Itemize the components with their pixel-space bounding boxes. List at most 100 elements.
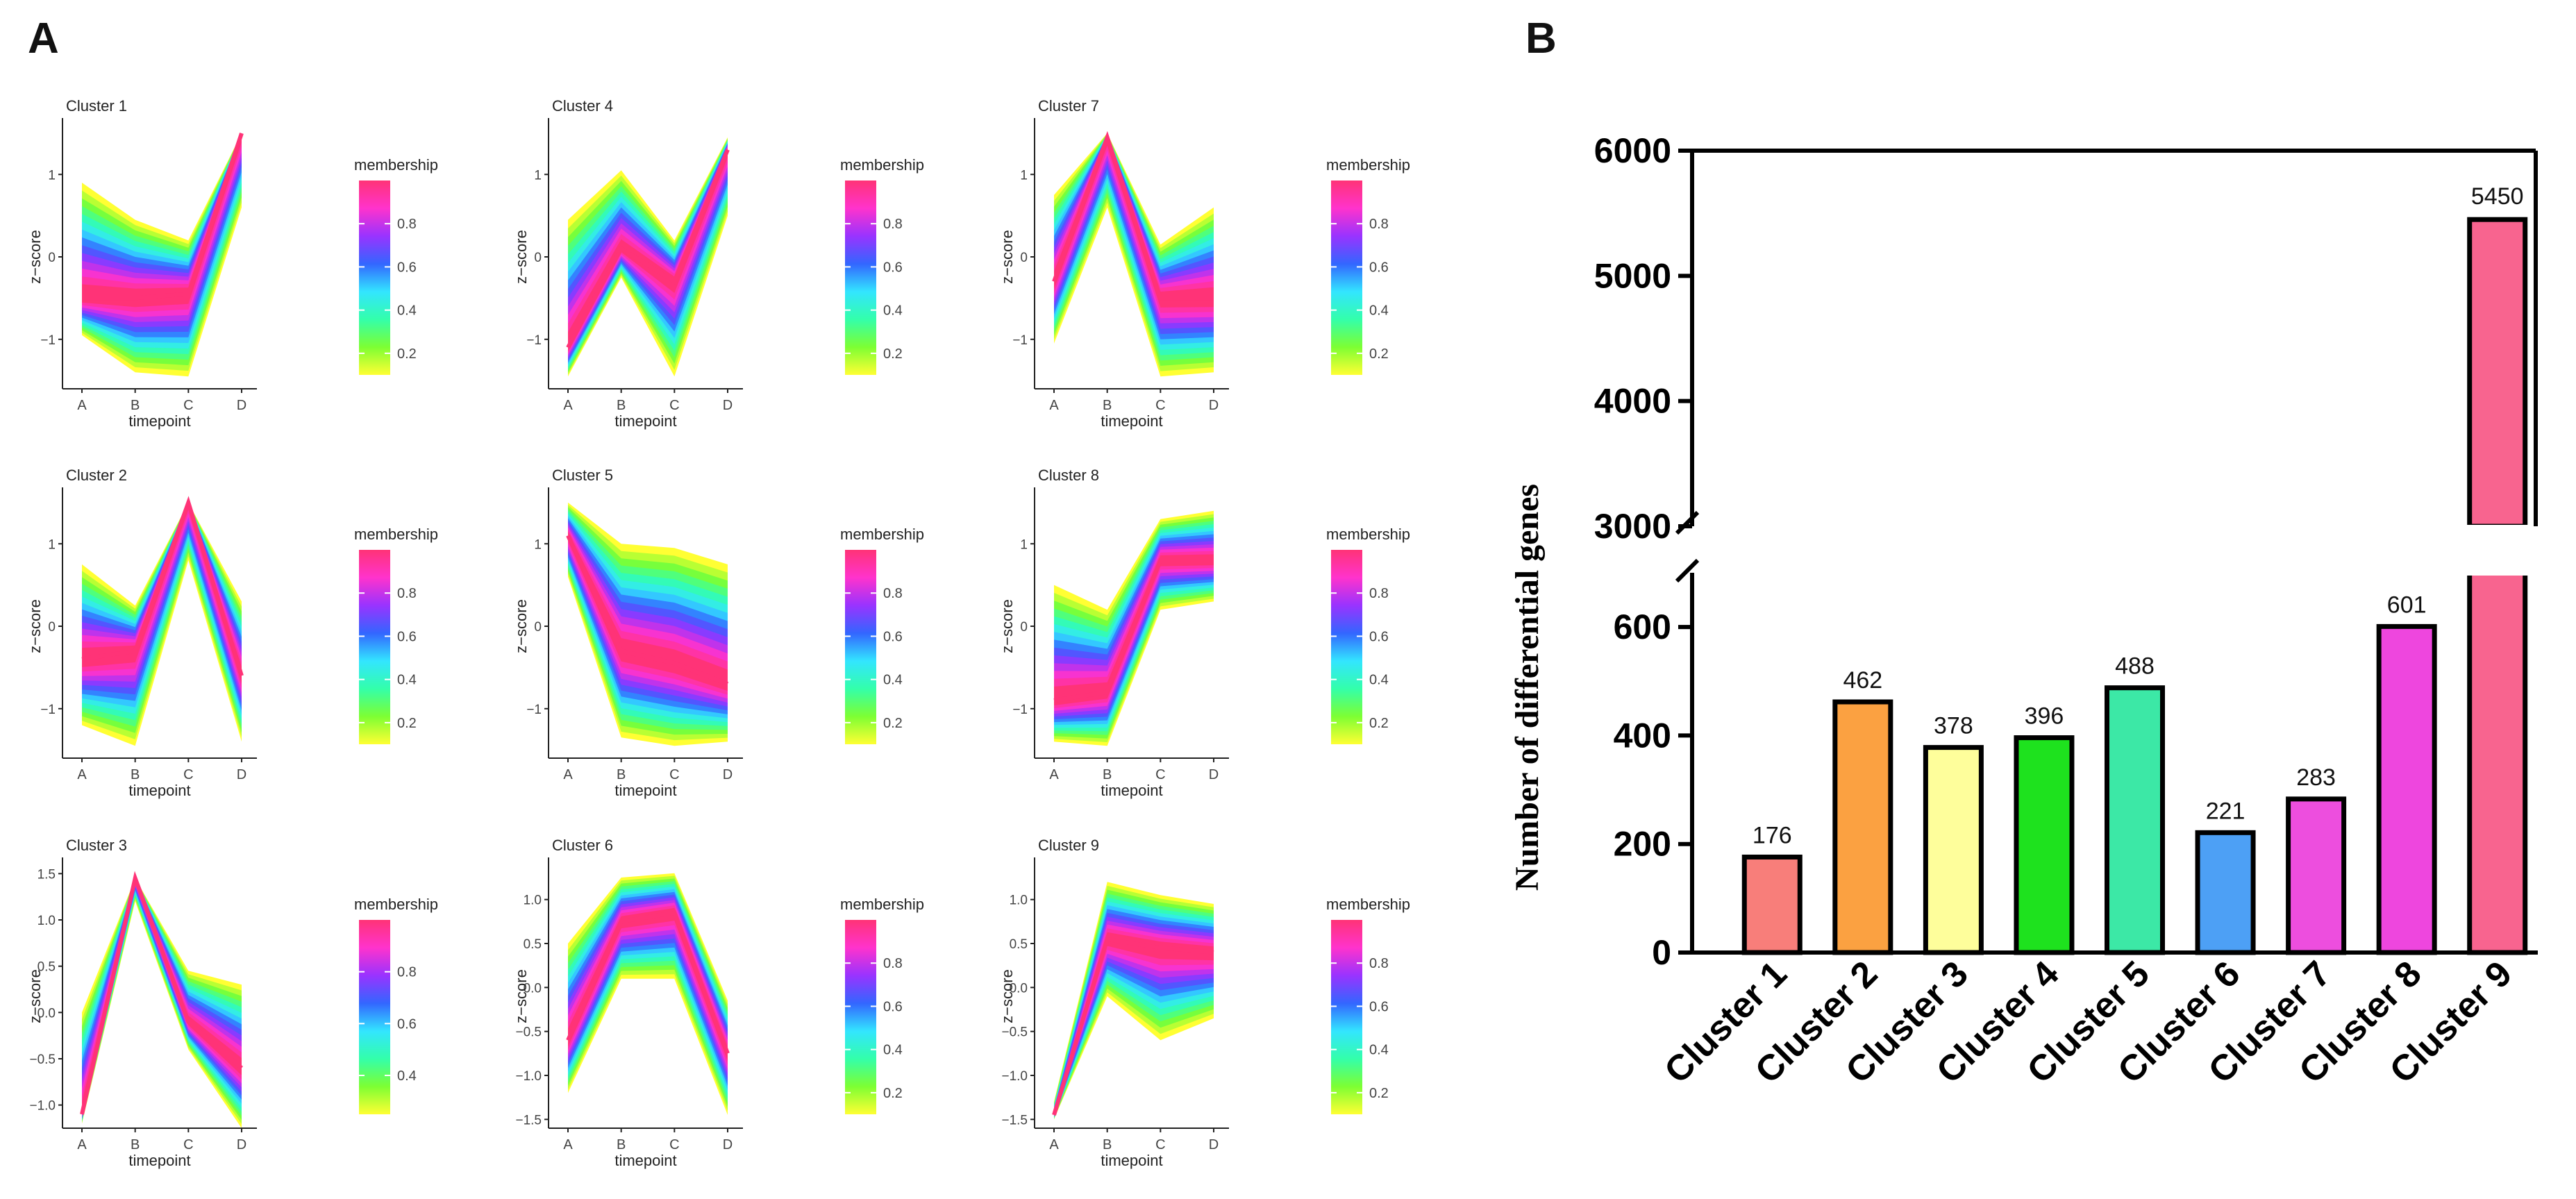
plot-title: Cluster 4 xyxy=(552,97,613,115)
y-tick-label: 1.0 xyxy=(1010,894,1028,908)
y-tick-label: 0 xyxy=(534,620,542,635)
x-tick-label: A xyxy=(563,767,573,782)
bar-value-label: 283 xyxy=(2296,764,2336,791)
y-tick-label: −0.5 xyxy=(515,1025,542,1040)
y-tick-label: −1 xyxy=(1012,703,1028,717)
y-tick-label: 1 xyxy=(534,168,542,183)
x-axis-title: timepoint xyxy=(614,782,676,799)
x-tick-label: A xyxy=(1049,767,1059,782)
y-tick-label: −1.0 xyxy=(29,1099,56,1114)
y-axis-title: z−score xyxy=(512,969,530,1023)
colorbar-tick-label: 0.6 xyxy=(397,1016,417,1032)
colorbar-tick-label: 0.2 xyxy=(883,1086,903,1101)
bar-value-label: 5450 xyxy=(2471,183,2524,210)
x-tick-label: C xyxy=(669,1137,679,1152)
plot-title: Cluster 9 xyxy=(1038,837,1099,854)
membership-band xyxy=(82,133,242,312)
x-tick-label: A xyxy=(563,398,573,413)
bar-break-gap xyxy=(2466,525,2528,576)
colorbar-tick-label: 0.4 xyxy=(883,303,903,319)
y-tick-label: 1 xyxy=(1020,537,1028,552)
colorbar-tick-label: 0.2 xyxy=(883,716,903,731)
cluster-center-line xyxy=(81,496,244,677)
plot-title: Cluster 1 xyxy=(66,97,127,115)
bar xyxy=(2195,830,2256,955)
colorbar-tick-label: 0.6 xyxy=(1369,999,1389,1014)
y-tick-label: 1.0 xyxy=(37,914,56,928)
y-axis-title: z−score xyxy=(26,599,44,653)
x-tick-label: C xyxy=(669,767,679,782)
plot-title: Cluster 6 xyxy=(552,837,613,854)
y-tick-label: 0.5 xyxy=(1010,937,1028,952)
bar xyxy=(2286,796,2347,955)
x-tick-label: B xyxy=(617,767,626,782)
x-tick-label: C xyxy=(1155,398,1165,413)
colorbar-tick-label: 0.8 xyxy=(1369,586,1389,601)
bar-value-label: 221 xyxy=(2206,798,2245,824)
colorbar-tick-label: 0.4 xyxy=(883,1043,903,1058)
x-tick-label: D xyxy=(723,398,733,413)
colorbar-tick-label: 0.6 xyxy=(397,260,417,275)
colorbar-tick-label: 0.4 xyxy=(1369,1043,1389,1058)
membership-band xyxy=(82,133,242,317)
x-tick-label: B xyxy=(131,398,140,413)
y-tick-label-lower: 0 xyxy=(1652,933,1671,972)
x-tick-label: A xyxy=(563,1137,573,1152)
y-tick-label-lower: 600 xyxy=(1614,607,1671,646)
y-tick-label: −1.0 xyxy=(515,1069,542,1084)
y-tick-label: 1.5 xyxy=(37,867,56,882)
colorbar-tick-label: 0.8 xyxy=(883,217,903,232)
y-tick-label: 1 xyxy=(534,537,542,552)
cluster-center-line xyxy=(80,871,243,1115)
colorbar-tick-label: 0.8 xyxy=(883,586,903,601)
membership-band xyxy=(82,133,242,322)
x-tick-label: A xyxy=(77,398,87,413)
plot-title: Cluster 3 xyxy=(66,837,127,854)
x-tick-label: C xyxy=(183,398,193,413)
panel-b-bar-chart: Number of differential genes 30004000500… xyxy=(1509,131,2538,1091)
colorbar-tick-label: 0.6 xyxy=(883,629,903,644)
colorbar-tick-label: 0.6 xyxy=(397,629,417,644)
colorbar-title: membership xyxy=(354,896,438,913)
axis-break-mark xyxy=(1675,558,1700,583)
colorbar-title: membership xyxy=(840,156,924,174)
colorbar xyxy=(359,181,390,375)
colorbar-title: membership xyxy=(354,156,438,174)
y-tick-label: 0 xyxy=(1020,251,1028,265)
colorbar-tick-label: 0.6 xyxy=(1369,260,1389,275)
x-tick-label: D xyxy=(723,767,733,782)
y-tick-label: 1.0 xyxy=(524,894,542,908)
colorbar-tick-label: 0.4 xyxy=(1369,673,1389,688)
bar xyxy=(2014,735,2075,955)
membership-band xyxy=(568,146,728,355)
colorbar-tick-label: 0.4 xyxy=(883,673,903,688)
colorbar-tick-label: 0.8 xyxy=(397,965,417,980)
bar-value-label: 378 xyxy=(1934,713,1973,739)
bar xyxy=(2376,623,2437,955)
y-tick-label: 0 xyxy=(48,251,56,265)
x-tick-label: A xyxy=(77,767,87,782)
y-tick-label: 0.0 xyxy=(37,1006,56,1021)
membership-band xyxy=(82,133,242,308)
colorbar-title: membership xyxy=(840,526,924,543)
membership-band xyxy=(568,529,728,695)
y-tick-label: −0.5 xyxy=(1001,1025,1028,1040)
cluster-plot: Cluster 6 −1.5 −1.0 −0.5 0.0 0.5 1.0 A B C Dtimepo… xyxy=(512,837,924,1169)
x-tick-label: C xyxy=(183,1137,193,1152)
bar xyxy=(1923,745,1984,955)
bar-value-label: 462 xyxy=(1843,667,1882,694)
x-tick-label: B xyxy=(1103,1137,1112,1152)
colorbar-tick-label: 0.8 xyxy=(397,586,417,601)
cluster-center-line xyxy=(566,535,729,686)
cluster-center-line xyxy=(566,149,730,349)
bar-value-label: 176 xyxy=(1753,822,1792,848)
bar-upper-segment xyxy=(2467,217,2528,529)
colorbar-tick-label: 0.2 xyxy=(1369,716,1389,731)
x-tick-label: D xyxy=(1209,398,1219,413)
colorbar-title: membership xyxy=(1326,896,1410,913)
membership-band xyxy=(1054,924,1214,1116)
colorbar-title: membership xyxy=(1326,526,1410,543)
